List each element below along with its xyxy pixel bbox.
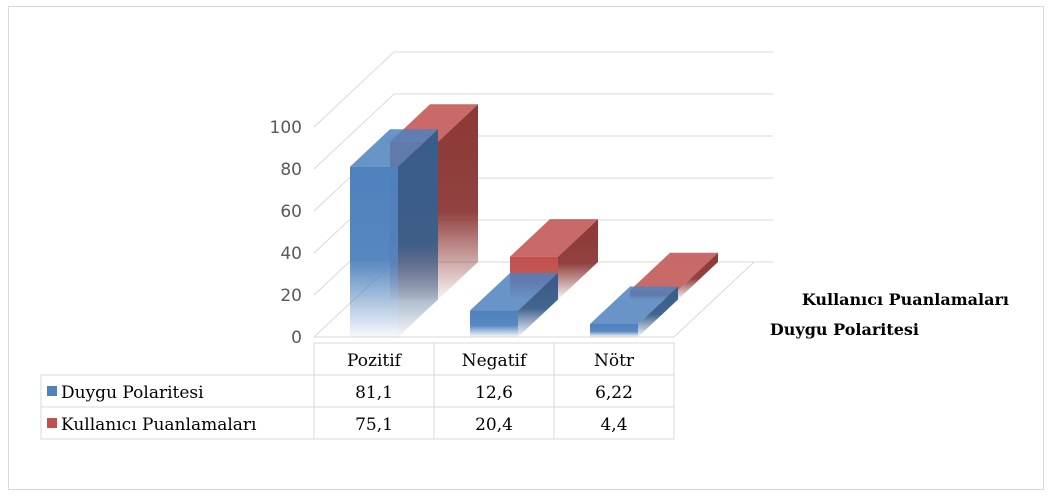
bar-side <box>438 104 478 300</box>
data-label: 6,22 <box>595 383 633 403</box>
data-label: 12,6 <box>475 383 513 403</box>
x-category-label: Pozitif <box>347 351 403 371</box>
bar-side <box>558 219 598 300</box>
y-tick-label: 20 <box>280 286 302 306</box>
bars <box>350 104 718 337</box>
bar-0-1 <box>470 273 558 337</box>
bar-0-2 <box>590 286 678 337</box>
data-table: Pozitif Negatif Nötr Duygu Polaritesi 81,1 12… <box>40 342 675 440</box>
bar-top <box>470 273 558 311</box>
bar-side <box>398 129 438 337</box>
bar-front <box>350 166 398 337</box>
depth-label-series-2: Kullanıcı Puanlamaları <box>802 290 1009 309</box>
bar-side <box>678 252 718 300</box>
y-tick-label: 80 <box>280 160 302 180</box>
bar-front <box>470 310 518 337</box>
gridline-diagonal-5 <box>313 51 395 128</box>
bar-top <box>590 286 678 324</box>
x-category-label: Negatif <box>462 351 528 371</box>
bar-front <box>590 323 638 337</box>
depth-label-series-1: Duygu Polaritesi <box>770 320 919 339</box>
y-tick-label: 60 <box>280 202 302 222</box>
bar-side <box>518 273 558 337</box>
data-label: 75,1 <box>355 415 393 435</box>
bar-top <box>350 129 438 167</box>
data-label: 20,4 <box>475 415 513 435</box>
axis-labels: 0 20 40 60 80 100 Kullanıcı Puanlamaları Duygu … <box>270 118 1009 348</box>
legend-swatch <box>47 418 57 428</box>
x-category-label: Nötr <box>594 351 635 371</box>
data-label: 4,4 <box>600 415 627 435</box>
y-tick-label: 0 <box>291 328 302 348</box>
bar-0-0 <box>350 129 438 337</box>
table-value-cell <box>553 406 675 440</box>
chart-3d-column: 0 20 40 60 80 100 Kullanıcı Puanlamaları Duygu … <box>40 51 1009 440</box>
data-label: 81,1 <box>355 383 393 403</box>
legend-series-name: Kullanıcı Puanlamaları <box>61 415 257 435</box>
y-tick-label: 100 <box>270 118 302 138</box>
legend-swatch <box>47 386 57 396</box>
chart-frame: 0 20 40 60 80 100 Kullanıcı Puanlamaları Duygu … <box>8 6 1044 490</box>
bar-top <box>510 219 598 257</box>
gridline-diagonal-4 <box>313 93 395 170</box>
floor-edge-right <box>673 261 755 338</box>
bar-side <box>638 286 678 337</box>
legend-series-name: Duygu Polaritesi <box>61 383 204 403</box>
y-tick-label: 40 <box>280 244 302 264</box>
bar-top <box>630 252 718 291</box>
